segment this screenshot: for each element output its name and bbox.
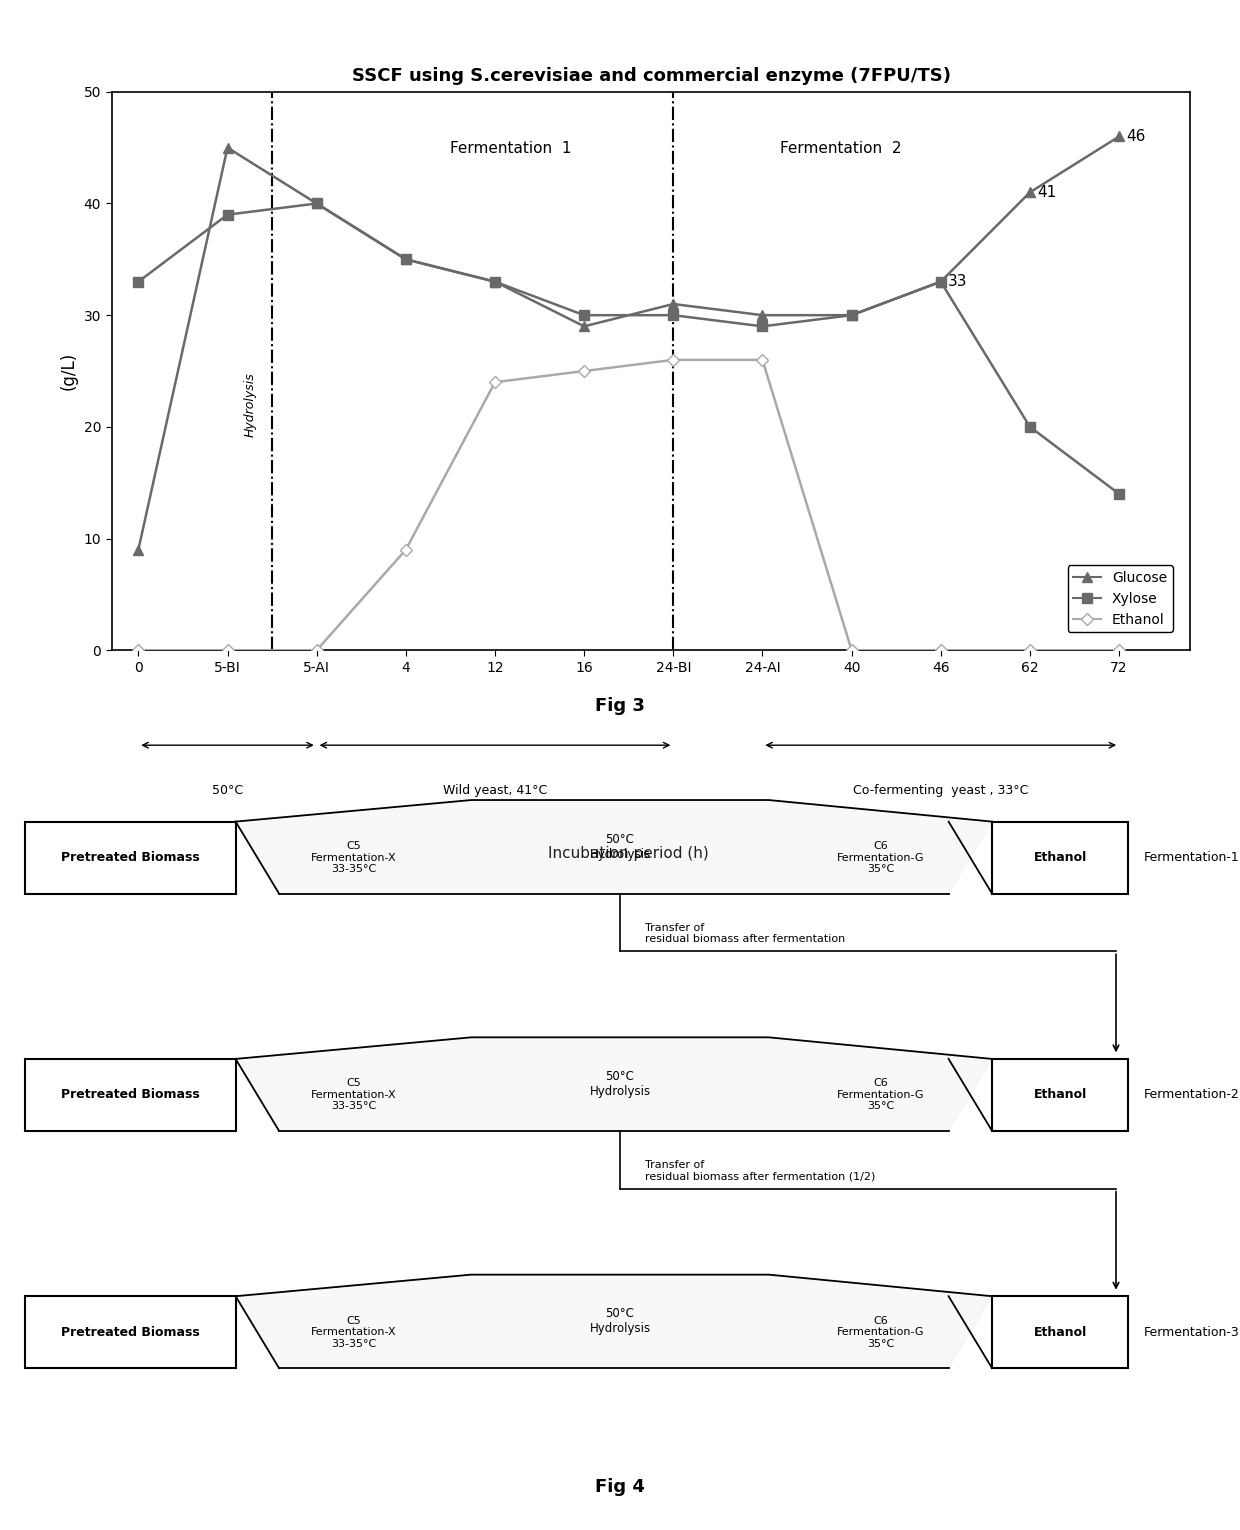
FancyBboxPatch shape bbox=[25, 1059, 236, 1131]
Line: Xylose: Xylose bbox=[134, 199, 1123, 499]
Ethanol bbox=[844, 641, 859, 659]
Text: Ethanol: Ethanol bbox=[1034, 851, 1086, 864]
Text: 46: 46 bbox=[1126, 129, 1146, 144]
Glucose bbox=[577, 317, 591, 335]
Text: Fig 4: Fig 4 bbox=[595, 1478, 645, 1496]
Xylose bbox=[219, 205, 234, 223]
Text: Pretreated Biomass: Pretreated Biomass bbox=[61, 851, 200, 864]
Text: 50°C
Hydrolysis: 50°C Hydrolysis bbox=[589, 832, 651, 861]
Text: 41: 41 bbox=[1037, 185, 1056, 200]
Text: Fermentation-1: Fermentation-1 bbox=[1143, 851, 1239, 864]
Polygon shape bbox=[236, 1037, 992, 1131]
Text: Transfer of
residual biomass after fermentation: Transfer of residual biomass after ferme… bbox=[645, 923, 844, 944]
Text: Fermentation-3: Fermentation-3 bbox=[1143, 1325, 1239, 1339]
Glucose bbox=[309, 194, 324, 213]
Glucose bbox=[934, 272, 949, 291]
Xylose bbox=[577, 306, 591, 324]
Glucose bbox=[487, 272, 502, 291]
FancyBboxPatch shape bbox=[992, 1059, 1128, 1131]
Polygon shape bbox=[236, 800, 992, 894]
Text: Fig 3: Fig 3 bbox=[595, 698, 645, 716]
Xylose bbox=[1023, 418, 1038, 436]
Glucose bbox=[219, 139, 234, 158]
Title: SSCF using S.cerevisiae and commercial enzyme (7FPU/TS): SSCF using S.cerevisiae and commercial e… bbox=[351, 67, 951, 84]
FancyBboxPatch shape bbox=[25, 1296, 236, 1368]
FancyBboxPatch shape bbox=[992, 1296, 1128, 1368]
Glucose bbox=[844, 306, 859, 324]
Xylose bbox=[309, 194, 324, 213]
Polygon shape bbox=[236, 1274, 992, 1368]
FancyBboxPatch shape bbox=[992, 822, 1128, 894]
Ethanol bbox=[1023, 641, 1038, 659]
Text: Wild yeast, 41°C: Wild yeast, 41°C bbox=[443, 785, 547, 797]
Text: Fermentation  2: Fermentation 2 bbox=[780, 141, 901, 156]
Ethanol bbox=[219, 641, 234, 659]
Text: Hydrolysis: Hydrolysis bbox=[243, 372, 257, 438]
Y-axis label: (g/L): (g/L) bbox=[60, 352, 78, 390]
Ethanol bbox=[487, 373, 502, 392]
Xylose bbox=[755, 317, 770, 335]
Text: Pretreated Biomass: Pretreated Biomass bbox=[61, 1088, 200, 1102]
Xylose bbox=[398, 251, 413, 269]
Xylose bbox=[487, 272, 502, 291]
Xylose bbox=[1111, 485, 1126, 503]
Text: Pretreated Biomass: Pretreated Biomass bbox=[61, 1325, 200, 1339]
Xylose bbox=[131, 272, 146, 291]
Ethanol bbox=[577, 363, 591, 381]
Glucose bbox=[1111, 127, 1126, 145]
Ethanol bbox=[934, 641, 949, 659]
Text: Fermentation  1: Fermentation 1 bbox=[450, 141, 572, 156]
Glucose bbox=[398, 251, 413, 269]
Glucose bbox=[755, 306, 770, 324]
Text: Incubation period (h): Incubation period (h) bbox=[548, 846, 709, 861]
Glucose bbox=[131, 540, 146, 558]
Text: C6
Fermentation-G
35°C: C6 Fermentation-G 35°C bbox=[837, 1079, 924, 1111]
Text: Ethanol: Ethanol bbox=[1034, 1325, 1086, 1339]
Line: Ethanol: Ethanol bbox=[134, 355, 1123, 655]
Xylose bbox=[844, 306, 859, 324]
Text: C6
Fermentation-G
35°C: C6 Fermentation-G 35°C bbox=[837, 1316, 924, 1349]
Legend: Glucose, Xylose, Ethanol: Glucose, Xylose, Ethanol bbox=[1068, 565, 1173, 632]
Ethanol bbox=[131, 641, 146, 659]
Text: C5
Fermentation-X
33-35°C: C5 Fermentation-X 33-35°C bbox=[310, 1079, 397, 1111]
Xylose bbox=[666, 306, 681, 324]
Ethanol bbox=[309, 641, 324, 659]
Text: C6
Fermentation-G
35°C: C6 Fermentation-G 35°C bbox=[837, 842, 924, 874]
Text: C5
Fermentation-X
33-35°C: C5 Fermentation-X 33-35°C bbox=[310, 842, 397, 874]
FancyBboxPatch shape bbox=[25, 822, 236, 894]
Glucose bbox=[1023, 184, 1038, 202]
Ethanol bbox=[398, 540, 413, 558]
Text: 50°C
Hydrolysis: 50°C Hydrolysis bbox=[589, 1069, 651, 1099]
Xylose bbox=[934, 272, 949, 291]
Ethanol bbox=[666, 350, 681, 369]
Text: C5
Fermentation-X
33-35°C: C5 Fermentation-X 33-35°C bbox=[310, 1316, 397, 1349]
Line: Glucose: Glucose bbox=[134, 132, 1123, 554]
Text: 50°C: 50°C bbox=[212, 785, 243, 797]
Ethanol bbox=[755, 350, 770, 369]
Text: Transfer of
residual biomass after fermentation (1/2): Transfer of residual biomass after ferme… bbox=[645, 1160, 875, 1181]
Text: Co-fermenting  yeast , 33°C: Co-fermenting yeast , 33°C bbox=[853, 785, 1028, 797]
Text: 33: 33 bbox=[947, 274, 967, 289]
Text: 50°C
Hydrolysis: 50°C Hydrolysis bbox=[589, 1307, 651, 1336]
Text: Fermentation-2: Fermentation-2 bbox=[1143, 1088, 1239, 1102]
Text: Ethanol: Ethanol bbox=[1034, 1088, 1086, 1102]
Glucose bbox=[666, 295, 681, 314]
Ethanol bbox=[1111, 641, 1126, 659]
